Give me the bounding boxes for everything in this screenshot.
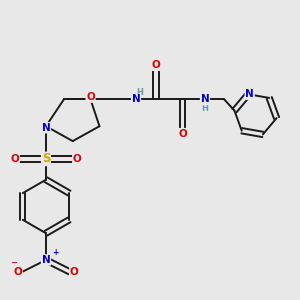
Text: N: N bbox=[42, 255, 50, 265]
Text: N: N bbox=[42, 123, 50, 133]
Text: O: O bbox=[70, 267, 79, 277]
Text: S: S bbox=[42, 152, 50, 165]
Text: O: O bbox=[11, 154, 19, 164]
Text: H: H bbox=[202, 104, 208, 113]
Text: O: O bbox=[178, 129, 187, 139]
Text: N: N bbox=[132, 94, 140, 104]
Text: O: O bbox=[73, 154, 82, 164]
Text: O: O bbox=[152, 60, 160, 70]
Text: +: + bbox=[52, 248, 59, 256]
Text: N: N bbox=[201, 94, 209, 104]
Text: O: O bbox=[86, 92, 95, 102]
Text: N: N bbox=[245, 89, 254, 99]
Text: H: H bbox=[136, 88, 143, 97]
Text: O: O bbox=[14, 267, 22, 277]
Text: −: − bbox=[10, 258, 17, 267]
